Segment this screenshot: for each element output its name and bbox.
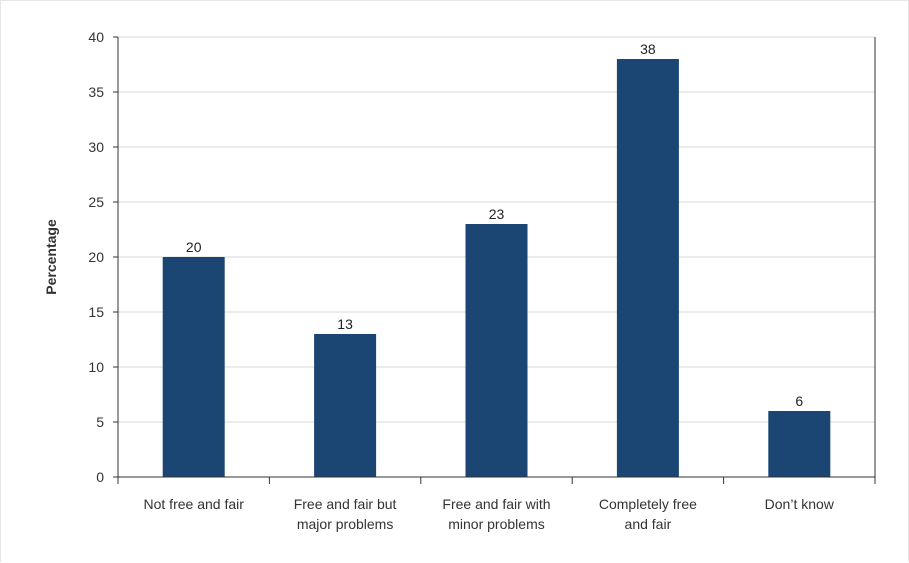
x-tick-label: Not free and fair [144,496,245,512]
bar [162,257,225,477]
data-label: 38 [640,41,656,57]
y-tick-label: 20 [88,249,104,265]
data-label: 6 [795,393,803,409]
y-tick-label: 0 [96,469,104,485]
data-label: 23 [489,206,505,222]
x-tick-label-line: major problems [297,516,393,532]
x-tick-label-line: Free and fair but [294,496,397,512]
bar [314,334,377,477]
x-tick-label: Free and fair but major problems [294,496,397,532]
x-tick-label: Don’t know [765,496,835,512]
y-tick-label: 5 [96,414,104,430]
data-label: 20 [186,239,202,255]
y-tick-label: 40 [88,29,104,45]
bar [768,411,831,477]
x-tick-labels: Not free and fair Free and fair but major … [144,496,835,532]
bar [465,224,528,477]
x-tick-label-line: minor problems [448,516,544,532]
x-tick-label-line: Don’t know [765,496,835,512]
y-tick-labels: 0 5 10 15 20 25 30 35 40 [88,29,104,485]
x-tick-label-line: Free and fair with [442,496,550,512]
y-tick-label: 35 [88,84,104,100]
y-tick-label: 15 [88,304,104,320]
data-labels: 20 13 23 38 6 [186,41,803,409]
x-tick-label: Completely free and fair [599,496,697,532]
x-tick-label-line: Completely free [599,496,697,512]
bars [162,59,831,477]
axes [113,36,876,484]
x-tick-label-line: Not free and fair [144,496,245,512]
bar [616,59,679,477]
data-label: 13 [337,316,353,332]
y-axis-label: Percentage [43,219,59,295]
y-tick-label: 30 [88,139,104,155]
y-tick-label: 10 [88,359,104,375]
y-tick-label: 25 [88,194,104,210]
x-tick-label-line: and fair [625,516,672,532]
x-tick-label: Free and fair with minor problems [442,496,550,532]
